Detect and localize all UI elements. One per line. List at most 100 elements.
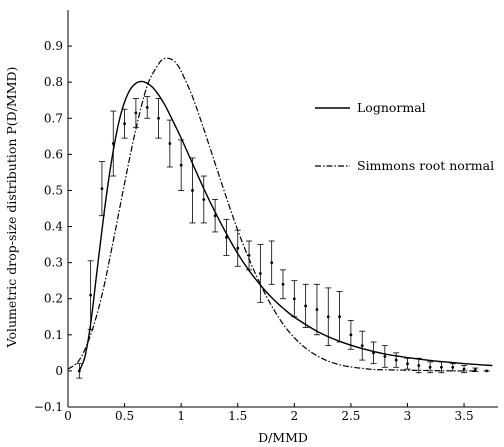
- y-tick-label: −0.1: [34, 400, 63, 414]
- data-point: [372, 351, 375, 355]
- x-tick-label: 3: [404, 409, 412, 423]
- y-tick-label: 0.9: [44, 39, 63, 53]
- measurement-point: [166, 119, 173, 168]
- axes: [67, 10, 498, 408]
- data-point: [406, 362, 409, 366]
- y-tick-label: 0.2: [44, 292, 63, 306]
- measurement-point: [121, 108, 128, 139]
- data-point: [213, 214, 217, 218]
- measurement-point: [280, 269, 286, 300]
- measurement-point: [313, 283, 320, 336]
- measurement-point: [449, 363, 456, 372]
- y-tick-label: 0.7: [44, 111, 63, 125]
- x-tick-label: 2.5: [341, 409, 360, 423]
- measurement-point: [381, 345, 388, 368]
- measurement-point: [144, 96, 151, 119]
- data-point: [315, 308, 319, 311]
- measurement-point: [461, 365, 468, 374]
- y-tick-label: 0.1: [44, 328, 63, 342]
- measurement-point: [472, 367, 479, 373]
- data-point: [338, 315, 341, 319]
- measurement-point: [336, 291, 343, 343]
- x-tick-label: 1: [177, 409, 185, 423]
- measurement-point: [325, 287, 332, 347]
- data-point: [473, 368, 477, 372]
- measurement-point: [359, 330, 366, 361]
- data-point: [111, 142, 115, 145]
- data-point: [292, 297, 296, 301]
- data-point: [360, 344, 364, 348]
- axis-ticks: 0 0.5 1 1.5 2 2.5 3 3.5−0.100.10.20.30.40.50.60…: [34, 39, 474, 423]
- y-tick-label: 0.8: [44, 75, 63, 89]
- data-point: [157, 116, 160, 120]
- data-point: [202, 198, 206, 201]
- y-tick-label: 0.3: [44, 256, 63, 270]
- measurement-point: [110, 110, 117, 177]
- y-tick-label: 0: [55, 364, 63, 378]
- x-axis-label: D/MMD: [258, 430, 308, 445]
- measurement-point: [257, 244, 264, 303]
- measurement-point: [200, 175, 207, 224]
- data-point: [145, 106, 149, 109]
- curves: [67, 57, 493, 372]
- data-point: [270, 261, 274, 265]
- data-point: [168, 142, 172, 145]
- measurement-point: [438, 361, 445, 374]
- measurement-point: [98, 161, 105, 217]
- data-point: [225, 235, 228, 239]
- data-point: [394, 358, 398, 362]
- measurement-point: [155, 98, 162, 139]
- measurement-point: [87, 260, 94, 330]
- x-tick-label: 0.5: [115, 409, 134, 423]
- measurement-point: [189, 157, 196, 224]
- data-point: [326, 315, 330, 319]
- data-point: [428, 365, 432, 369]
- measurement-point: [291, 280, 298, 318]
- measurement-point: [178, 139, 185, 191]
- measurement-point: [76, 363, 83, 379]
- series-lognormal-line: [78, 80, 493, 372]
- data-point: [485, 369, 489, 373]
- measurement-point: [268, 240, 275, 285]
- legend: Lognormal Simmons root normal: [315, 100, 494, 173]
- measurement-point: [347, 319, 354, 350]
- measurement-point: [370, 341, 377, 365]
- y-tick-label: 0.5: [44, 183, 63, 197]
- data-point: [247, 254, 251, 257]
- measurement-point: [223, 218, 230, 256]
- y-tick-label: 0.4: [44, 220, 63, 234]
- data-point: [417, 364, 421, 367]
- data-point: [304, 304, 308, 308]
- data-point: [100, 187, 104, 191]
- measurement-point: [234, 229, 241, 267]
- data-point: [383, 355, 387, 358]
- measurement-point: [483, 369, 490, 373]
- data-point: [349, 333, 353, 337]
- measurement-error-bars: [76, 96, 490, 379]
- data-point: [440, 365, 443, 369]
- measurement-point: [393, 352, 400, 368]
- measurement-point: [132, 98, 139, 128]
- data-point: [236, 246, 240, 250]
- measurement-point: [404, 357, 411, 370]
- measurement-point: [415, 357, 422, 374]
- measurement-point: [212, 199, 219, 233]
- y-axis-label: Volumetric drop-size distribution P(D/MM…: [4, 67, 19, 349]
- measurement-point: [246, 240, 253, 271]
- data-point: [123, 122, 126, 126]
- data-point: [89, 293, 93, 297]
- data-point: [134, 111, 138, 115]
- data-point: [281, 282, 285, 286]
- y-tick-label: 0.6: [44, 147, 63, 161]
- x-tick-label: 0: [64, 409, 72, 423]
- data-point: [258, 272, 262, 275]
- x-tick-label: 2: [290, 409, 298, 423]
- data-point: [179, 163, 183, 167]
- x-tick-label: 1.5: [228, 409, 247, 423]
- measurement-point: [302, 283, 309, 329]
- data-point: [191, 189, 194, 192]
- data-point: [77, 369, 81, 373]
- legend-label-lognormal: Lognormal: [357, 100, 426, 115]
- data-point: [451, 365, 455, 369]
